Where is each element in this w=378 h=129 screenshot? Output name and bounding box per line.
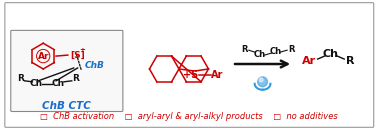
Text: R: R xyxy=(17,74,24,83)
Text: [S]: [S] xyxy=(70,51,85,60)
Text: +: + xyxy=(80,47,85,53)
Text: Ch: Ch xyxy=(51,79,65,88)
FancyBboxPatch shape xyxy=(5,3,374,127)
Text: Ar: Ar xyxy=(211,70,223,80)
Text: R: R xyxy=(346,56,354,66)
Circle shape xyxy=(258,77,268,87)
Text: +S: +S xyxy=(183,70,198,80)
Text: R: R xyxy=(288,45,294,54)
Text: ChB: ChB xyxy=(85,62,104,70)
Text: Ch: Ch xyxy=(30,79,43,88)
Circle shape xyxy=(259,78,263,82)
FancyBboxPatch shape xyxy=(11,30,123,111)
Text: Ch: Ch xyxy=(322,49,338,59)
Text: Ar: Ar xyxy=(37,52,49,61)
Text: Ch: Ch xyxy=(269,47,281,56)
Text: ChB CTC: ChB CTC xyxy=(42,100,91,111)
Text: R: R xyxy=(242,45,248,54)
Text: Ch: Ch xyxy=(254,50,266,59)
Text: □  ChB activation    □  aryl-aryl & aryl-alkyl products    □  no additives: □ ChB activation □ aryl-aryl & aryl-alky… xyxy=(40,112,338,121)
Text: R: R xyxy=(72,74,79,83)
Text: Ar: Ar xyxy=(302,56,316,66)
